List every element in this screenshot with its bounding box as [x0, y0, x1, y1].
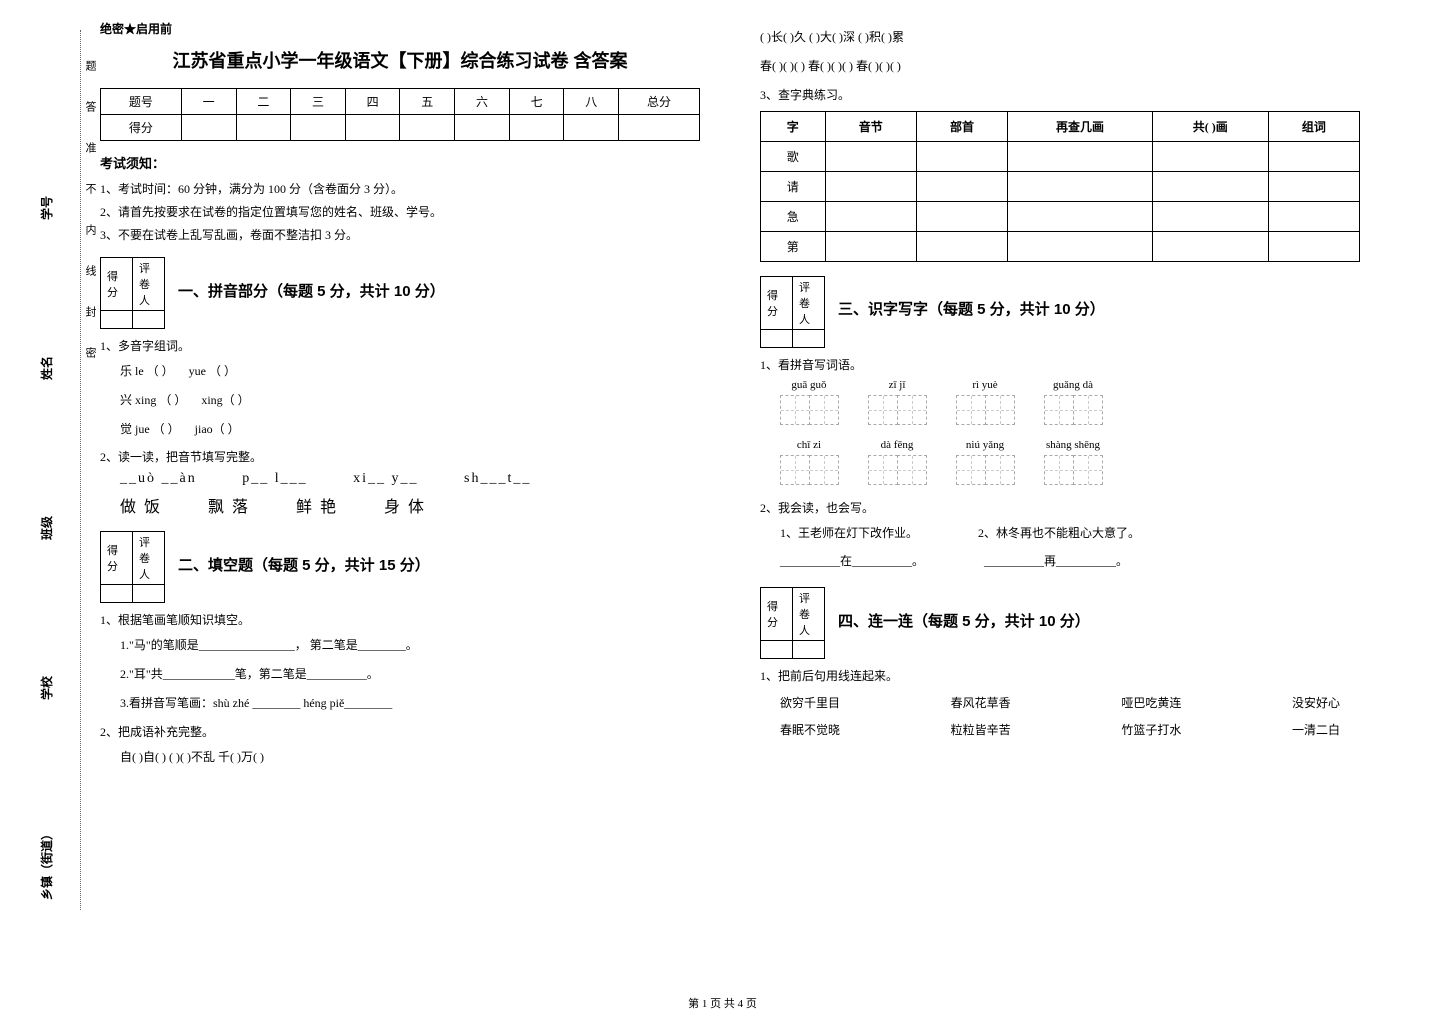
s2-q3: 3、查字典练习。 — [760, 86, 1360, 103]
s3-q1-row1: guā guǒ zī jǐ rì yuè guǎng dà — [780, 379, 1360, 429]
s3-q2-items: 1、王老师在灯下改作业。 2、林冬再也不能粗心大意了。 — [780, 522, 1360, 545]
binding-tip-text: 题答准不内线封密 — [82, 60, 98, 388]
s3-q2: 2、我会读，也会写。 — [760, 499, 1360, 516]
th-7: 七 — [509, 89, 564, 115]
s2-q1-i1: 2."耳"共____________笔，第二笔是__________。 — [120, 663, 700, 686]
s2-q2-l1: 自( )自( ) ( )( )不乱 千( )万( ) — [120, 746, 700, 769]
score-box-1: 得分评卷人 — [100, 257, 165, 329]
s4-row2: 春眠不觉晓 粒粒皆辛苦 竹篮子打水 一清二白 — [780, 721, 1340, 738]
th-1: 一 — [181, 89, 236, 115]
binding-label-4: 学号 — [38, 196, 55, 220]
th-5: 五 — [400, 89, 455, 115]
binding-dotted-line — [80, 30, 81, 910]
s1-q2-pinyin: __uò __àn p__ l___ xi__ y__ sh___t__ — [120, 471, 700, 487]
exam-title: 江苏省重点小学一年级语文【下册】综合练习试卷 含答案 — [100, 47, 700, 73]
s1-q2-chars: 做 饭 飘 落 鲜 艳 身 体 — [120, 493, 700, 517]
binding-label-2: 班级 — [38, 516, 55, 540]
th-2: 二 — [236, 89, 291, 115]
instruction-1: 1、考试时间：60 分钟，满分为 100 分（含卷面分 3 分）。 — [100, 180, 700, 197]
s1-q1-item1: 兴 xing （ ） xing（ ） — [120, 389, 700, 412]
binding-label-1: 学校 — [38, 676, 55, 700]
s2-q2: 2、把成语补充完整。 — [100, 723, 700, 740]
section-2-title: 二、填空题（每题 5 分，共计 15 分） — [178, 554, 430, 575]
secret-label: 绝密★启用前 — [100, 20, 700, 37]
page-footer: 第 1 页 共 4 页 — [0, 995, 1445, 1011]
th-9: 总分 — [619, 89, 700, 115]
page-content: 绝密★启用前 江苏省重点小学一年级语文【下册】综合练习试卷 含答案 题号 一 二… — [0, 0, 1445, 795]
th-8: 八 — [564, 89, 619, 115]
section-1-title: 一、拼音部分（每题 5 分，共计 10 分） — [178, 280, 445, 301]
section-4-header: 得分评卷人 四、连一连（每题 5 分，共计 10 分） — [760, 587, 1360, 659]
instruction-2: 2、请首先按要求在试卷的指定位置填写您的姓名、班级、学号。 — [100, 203, 700, 220]
s2-q1-i2: 3.看拼音写笔画：shù zhé ________ héng piě______… — [120, 692, 700, 715]
s2-q2-l2: ( )长( )久 ( )大( )深 ( )积( )累 — [760, 26, 1360, 49]
s1-q1-item2: 觉 jue （ ） jiao（ ） — [120, 418, 700, 441]
row-label: 得分 — [101, 115, 182, 141]
s4-row1: 欲穷千里目 春风花草香 哑巴吃黄连 没安好心 — [780, 694, 1340, 711]
score-summary-table: 题号 一 二 三 四 五 六 七 八 总分 得分 — [100, 88, 700, 141]
s3-q1-row2: chī zi dà fēng niú yǎng shàng shēng — [780, 439, 1360, 489]
score-box-4: 得分评卷人 — [760, 587, 825, 659]
section-3-header: 得分评卷人 三、识字写字（每题 5 分，共计 10 分） — [760, 276, 1360, 348]
th-0: 题号 — [101, 89, 182, 115]
binding-label-3: 姓名 — [38, 356, 55, 380]
binding-label-0: 乡镇（街道） — [38, 828, 55, 900]
instruction-3: 3、不要在试卷上乱写乱画，卷面不整洁扣 3 分。 — [100, 226, 700, 243]
th-6: 六 — [455, 89, 510, 115]
s3-q1: 1、看拼音写词语。 — [760, 356, 1360, 373]
s2-q1: 1、根据笔画笔顺知识填空。 — [100, 611, 700, 628]
left-column: 绝密★启用前 江苏省重点小学一年级语文【下册】综合练习试卷 含答案 题号 一 二… — [100, 20, 700, 775]
th-4: 四 — [345, 89, 400, 115]
instructions-heading: 考试须知： — [100, 153, 700, 172]
right-column: ( )长( )久 ( )大( )深 ( )积( )累 春( )( )( ) 春(… — [760, 20, 1360, 775]
s1-q2: 2、读一读，把音节填写完整。 — [100, 448, 700, 465]
section-2-header: 得分评卷人 二、填空题（每题 5 分，共计 15 分） — [100, 531, 700, 603]
s1-q1: 1、多音字组词。 — [100, 337, 700, 354]
score-box-2: 得分评卷人 — [100, 531, 165, 603]
binding-margin: 乡镇（街道） 学校 班级 姓名 学号 题答准不内线封密 — [30, 20, 90, 920]
s3-q2-fills: __________在__________。 __________再______… — [780, 550, 1360, 573]
score-box-3: 得分评卷人 — [760, 276, 825, 348]
section-1-header: 得分评卷人 一、拼音部分（每题 5 分，共计 10 分） — [100, 257, 700, 329]
dictionary-lookup-table: 字 音节 部首 再查几画 共( )画 组词 歌 请 急 第 — [760, 111, 1360, 262]
s2-q1-i0: 1."马"的笔顺是________________， 第二笔是________。 — [120, 634, 700, 657]
s1-q1-item0: 乐 le （ ） yue （ ） — [120, 360, 700, 383]
s2-q2-l3: 春( )( )( ) 春( )( )( ) 春( )( )( ) — [760, 55, 1360, 78]
th-3: 三 — [291, 89, 346, 115]
instructions-list: 1、考试时间：60 分钟，满分为 100 分（含卷面分 3 分）。 2、请首先按… — [100, 180, 700, 243]
section-3-title: 三、识字写字（每题 5 分，共计 10 分） — [838, 298, 1105, 319]
section-4-title: 四、连一连（每题 5 分，共计 10 分） — [838, 610, 1090, 631]
s4-q1: 1、把前后句用线连起来。 — [760, 667, 1360, 684]
